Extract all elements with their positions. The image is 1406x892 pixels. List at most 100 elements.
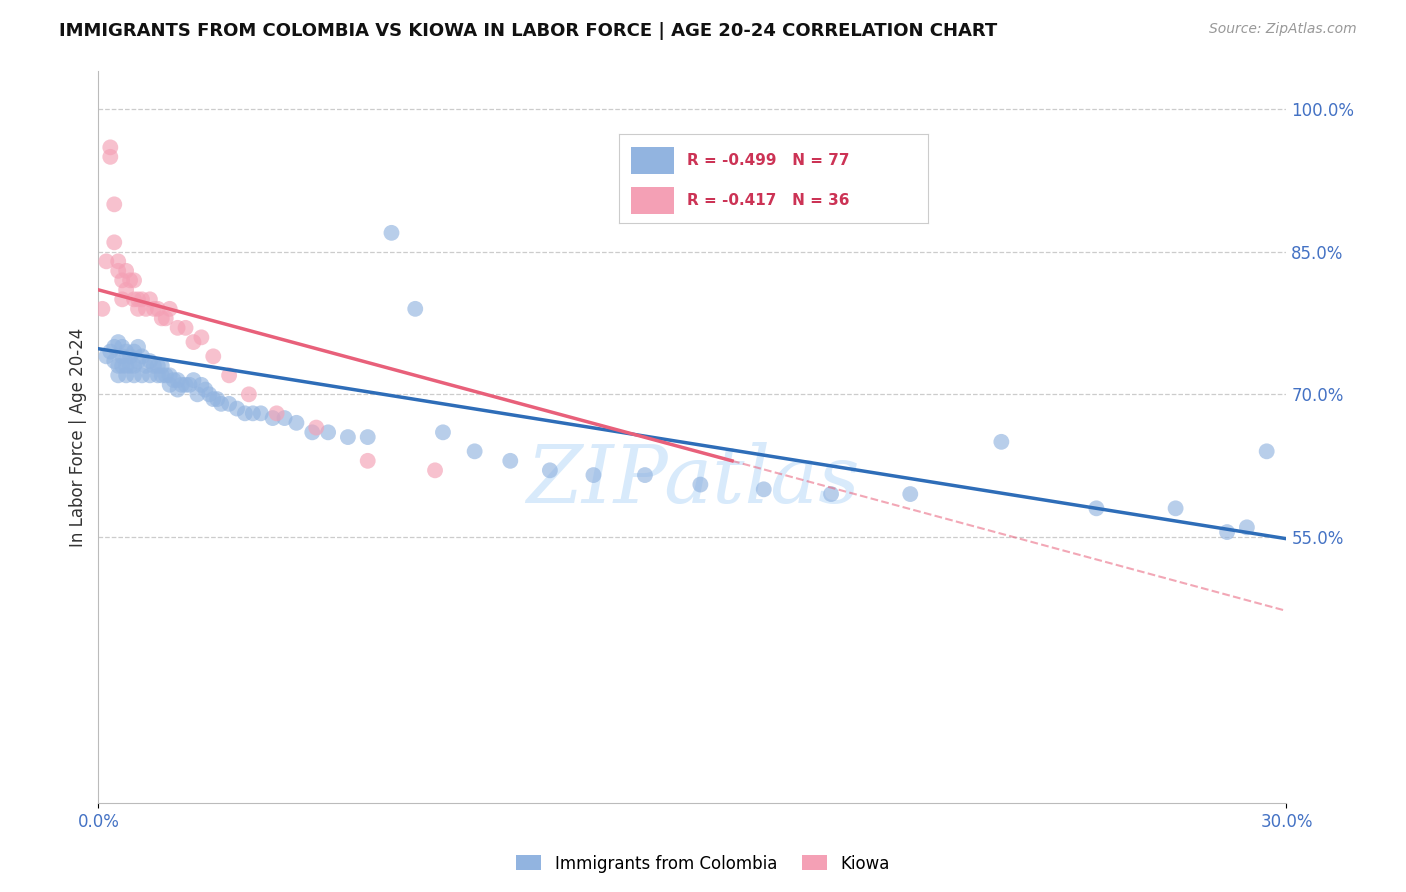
Point (404, 301, 426, 316)
Point (190, 377, 212, 392)
Point (174, 321, 197, 335)
Text: R = -0.417   N = 36: R = -0.417 N = 36 (686, 194, 849, 208)
Point (142, 301, 165, 316)
Point (380, 226, 402, 240)
Y-axis label: In Labor Force | Age 20-24: In Labor Force | Age 20-24 (69, 327, 87, 547)
Point (122, 368, 145, 383)
Point (98, 344, 121, 359)
Point (146, 368, 169, 383)
Point (202, 349, 225, 363)
Point (127, 293, 149, 307)
Point (166, 373, 188, 387)
Point (305, 420, 328, 434)
Text: IMMIGRANTS FROM COLOMBIA VS KIOWA IN LABOR FORCE | AGE 20-24 CORRELATION CHART: IMMIGRANTS FROM COLOMBIA VS KIOWA IN LAB… (59, 22, 997, 40)
Point (103, 235, 125, 250)
Point (190, 330, 212, 344)
Point (1164, 501, 1187, 516)
Point (146, 301, 169, 316)
Point (107, 359, 129, 373)
Point (242, 406, 264, 420)
Point (139, 368, 162, 383)
Point (122, 293, 145, 307)
Point (218, 397, 240, 411)
Point (174, 377, 197, 392)
Point (159, 301, 181, 316)
Point (898, 487, 921, 501)
Point (194, 383, 217, 397)
Point (111, 349, 134, 363)
Point (150, 311, 173, 326)
Point (142, 359, 165, 373)
Point (115, 283, 138, 297)
Text: ZIPatlas: ZIPatlas (526, 442, 859, 520)
Point (107, 368, 129, 383)
Point (139, 293, 162, 307)
Point (96, 349, 118, 363)
Point (538, 463, 561, 477)
Point (301, 425, 323, 440)
Point (1085, 501, 1108, 516)
Point (120, 349, 142, 363)
Point (131, 368, 153, 383)
Point (249, 406, 271, 420)
Point (209, 397, 232, 411)
Point (111, 273, 134, 287)
Point (432, 425, 454, 440)
Point (273, 411, 295, 425)
Text: Source: ZipAtlas.com: Source: ZipAtlas.com (1209, 22, 1357, 37)
Point (155, 368, 177, 383)
Point (179, 377, 201, 392)
Point (202, 392, 225, 406)
Point (285, 416, 308, 430)
Point (357, 430, 380, 444)
Point (115, 264, 138, 278)
Point (689, 477, 711, 491)
Point (127, 340, 149, 354)
Point (163, 373, 186, 387)
Point (336, 430, 359, 444)
Point (103, 354, 125, 368)
FancyBboxPatch shape (631, 187, 675, 214)
Point (464, 444, 486, 458)
Point (166, 383, 188, 397)
Point (122, 273, 145, 287)
Point (139, 354, 162, 368)
Point (218, 368, 240, 383)
Point (98, 150, 121, 164)
Point (752, 483, 775, 497)
Point (207, 392, 229, 406)
Point (357, 454, 380, 468)
Point (262, 411, 284, 425)
Point (1256, 444, 1278, 458)
Point (107, 254, 129, 268)
Point (127, 354, 149, 368)
Point (111, 359, 134, 373)
FancyBboxPatch shape (631, 147, 675, 174)
Point (233, 406, 256, 420)
Point (135, 359, 157, 373)
Point (150, 368, 173, 383)
Point (115, 368, 138, 383)
Point (1216, 524, 1239, 539)
Point (103, 197, 125, 211)
Point (135, 301, 157, 316)
Text: R = -0.499   N = 77: R = -0.499 N = 77 (686, 153, 849, 168)
Point (990, 434, 1012, 449)
Point (238, 387, 260, 401)
Point (146, 359, 169, 373)
Point (131, 349, 153, 363)
Point (111, 293, 134, 307)
Point (183, 373, 205, 387)
Point (96, 254, 118, 268)
Point (107, 264, 129, 278)
Point (266, 406, 288, 420)
Point (198, 387, 221, 401)
Point (634, 468, 657, 483)
Point (120, 273, 142, 287)
Point (122, 359, 145, 373)
Point (122, 344, 145, 359)
Point (166, 321, 188, 335)
Point (820, 487, 842, 501)
Point (1236, 520, 1258, 534)
Point (91, 301, 114, 316)
